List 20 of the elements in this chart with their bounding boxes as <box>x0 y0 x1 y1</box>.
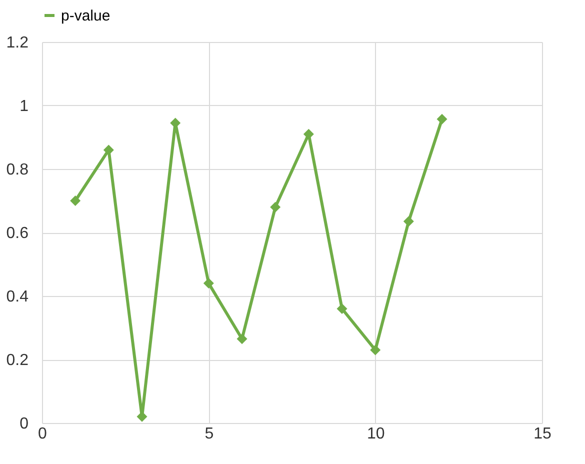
point <box>236 334 248 344</box>
point <box>436 114 448 124</box>
point <box>403 216 414 227</box>
y-tick-label: 1 <box>20 98 29 115</box>
x-tick-label: 10 <box>366 426 385 442</box>
y-tick-label: 1.2 <box>6 34 29 52</box>
point <box>203 278 214 289</box>
point <box>270 202 281 212</box>
point <box>103 144 114 156</box>
y-tick-label: 0.6 <box>6 225 29 242</box>
legend-label: p-value <box>61 8 110 24</box>
x-tick-label: 5 <box>204 426 214 442</box>
point <box>336 303 348 314</box>
point <box>70 196 81 206</box>
y-tick-label: 0.2 <box>6 352 29 369</box>
x-tick-label: 15 <box>534 426 552 442</box>
x-tick-label: 0 <box>38 426 48 442</box>
point <box>370 344 381 356</box>
y-tick-label: 0.8 <box>6 162 29 178</box>
y-tick-label: 0.4 <box>6 288 29 306</box>
